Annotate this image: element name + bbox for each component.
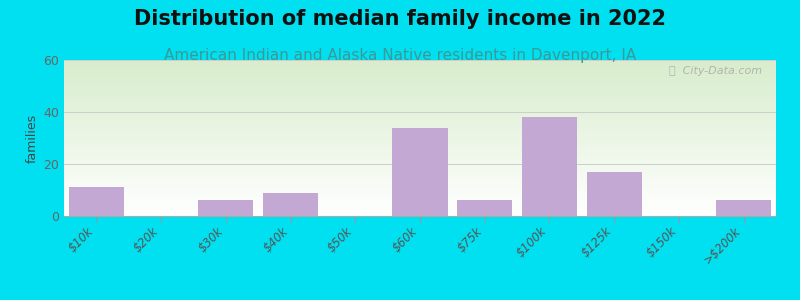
Text: Distribution of median family income in 2022: Distribution of median family income in …: [134, 9, 666, 29]
Bar: [522, 117, 577, 216]
Y-axis label: families: families: [26, 113, 39, 163]
Bar: [716, 200, 771, 216]
Bar: [393, 128, 447, 216]
Text: American Indian and Alaska Native residents in Davenport, IA: American Indian and Alaska Native reside…: [164, 48, 636, 63]
Bar: [458, 200, 512, 216]
Bar: [586, 172, 642, 216]
Text: ⓘ  City-Data.com: ⓘ City-Data.com: [669, 66, 762, 76]
Bar: [198, 200, 254, 216]
Bar: [263, 193, 318, 216]
Bar: [69, 188, 124, 216]
